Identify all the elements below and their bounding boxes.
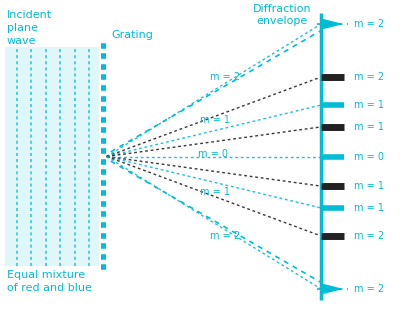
Text: m = 1: m = 1 [200,187,230,197]
Text: Incident
plane
wave: Incident plane wave [7,10,52,46]
Text: m = 2: m = 2 [210,72,240,82]
Text: m = 2: m = 2 [354,284,384,294]
Polygon shape [321,18,344,30]
Text: m = 2: m = 2 [354,19,384,29]
Text: Equal mixture
of red and blue: Equal mixture of red and blue [7,270,92,294]
Text: m = 0: m = 0 [198,149,228,159]
Text: Grating: Grating [112,30,153,40]
Text: m = 1: m = 1 [354,181,384,191]
Text: m = 2: m = 2 [210,231,240,241]
Text: m = 1: m = 1 [354,100,384,110]
Text: m = 0: m = 0 [354,151,384,162]
Text: m = 1: m = 1 [200,115,230,125]
Polygon shape [321,283,344,295]
Text: m = 2: m = 2 [354,231,384,241]
Text: Diffraction
envelope: Diffraction envelope [253,4,311,26]
Text: m = 1: m = 1 [354,122,384,132]
Text: m = 2: m = 2 [354,72,384,82]
FancyBboxPatch shape [5,48,99,265]
Text: m = 1: m = 1 [354,203,384,213]
